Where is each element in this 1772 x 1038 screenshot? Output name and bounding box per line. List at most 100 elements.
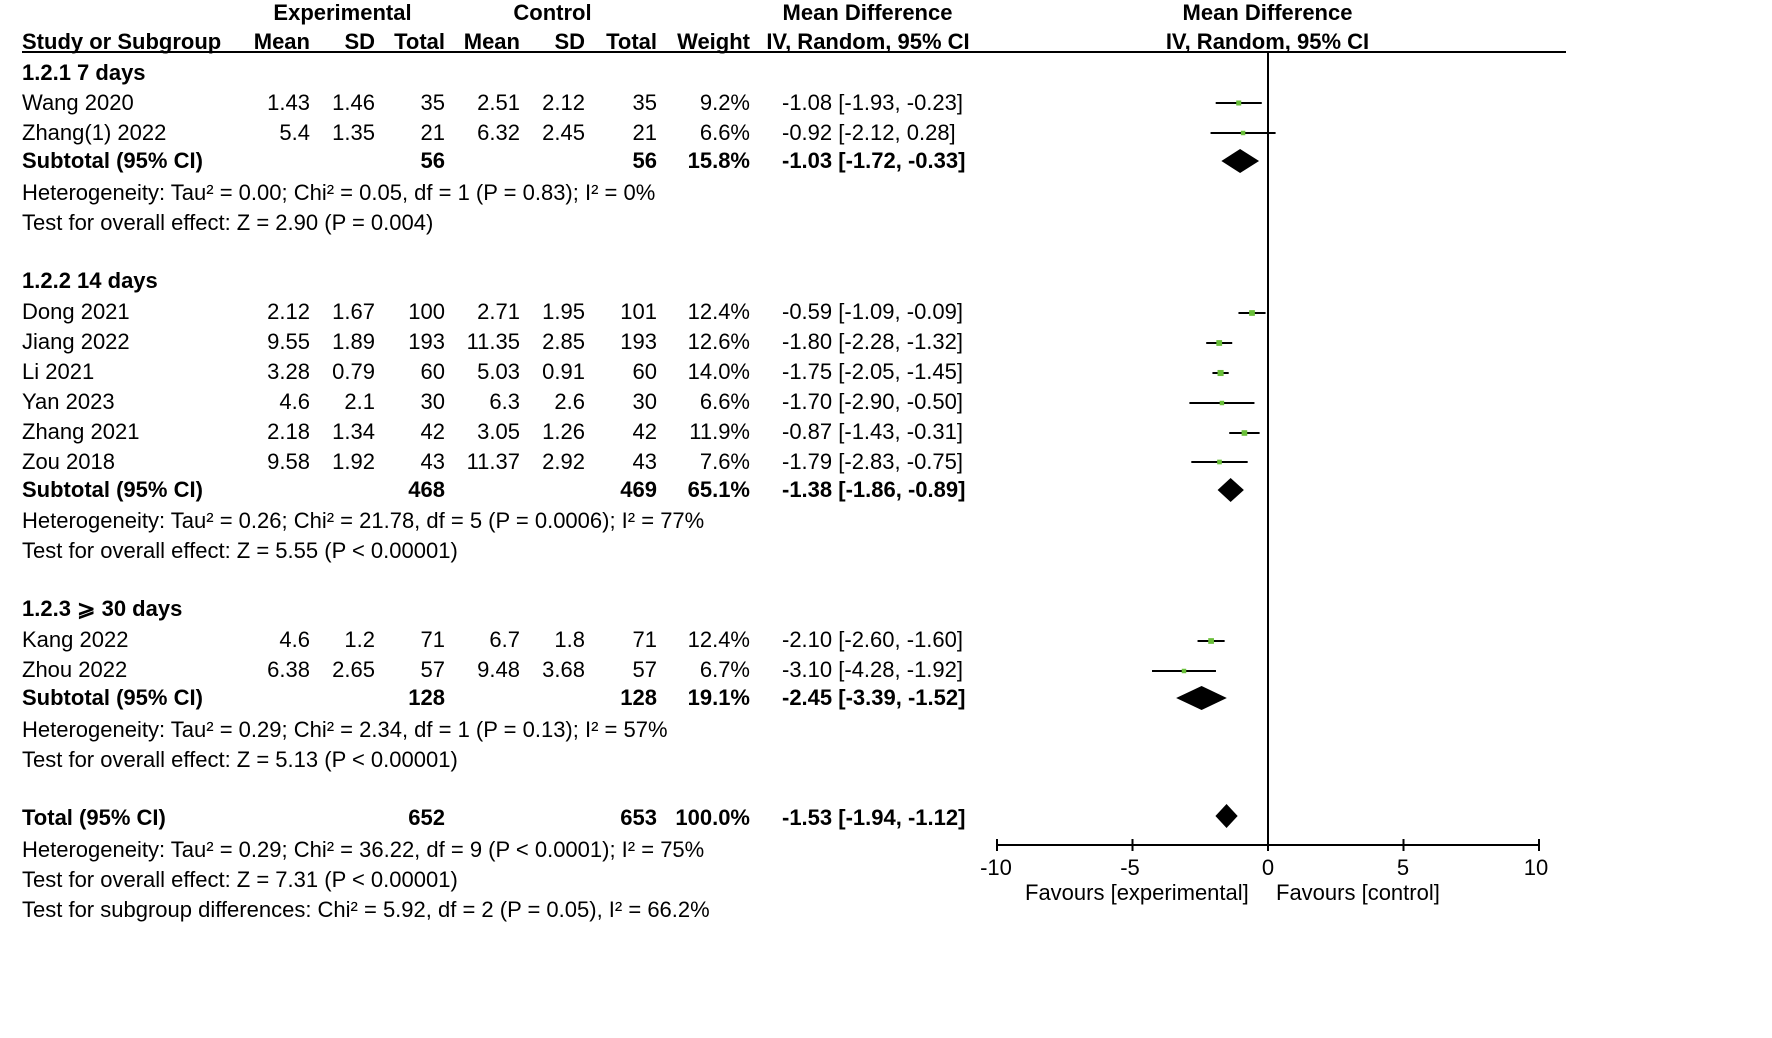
study-total-ctrl: 57 bbox=[632, 657, 657, 682]
study-total-exp: 193 bbox=[408, 329, 445, 354]
study-weight: 11.9% bbox=[689, 419, 750, 444]
x-tick-label: -10 bbox=[980, 855, 1012, 880]
study-mean-exp: 5.4 bbox=[279, 120, 310, 145]
study-mean-exp: 4.6 bbox=[279, 389, 310, 414]
study-name: Dong 2021 bbox=[22, 299, 130, 324]
study-sd-ctrl: 1.26 bbox=[542, 419, 585, 444]
heterogeneity-text: Heterogeneity: Tau² = 0.26; Chi² = 21.78… bbox=[22, 508, 705, 533]
subtotal-weight: 65.1% bbox=[687, 477, 750, 502]
study-mean-ctrl: 2.71 bbox=[477, 299, 520, 324]
study-sd-exp: 1.34 bbox=[332, 419, 375, 444]
study-mean-exp: 1.43 bbox=[267, 90, 310, 115]
study-sd-ctrl: 1.8 bbox=[554, 627, 585, 652]
study-point-estimate bbox=[1181, 668, 1187, 674]
x-tick-label: 5 bbox=[1396, 855, 1410, 880]
study-sd-ctrl: 2.85 bbox=[542, 329, 585, 354]
study-point-estimate bbox=[1216, 340, 1223, 346]
total-overall-effect-text: Test for overall effect: Z = 7.31 (P < 0… bbox=[22, 867, 458, 892]
overall-effect-text: Test for overall effect: Z = 2.90 (P = 0… bbox=[22, 210, 434, 235]
x-tick-label: 0 bbox=[1261, 855, 1275, 880]
study-total-exp: 100 bbox=[408, 299, 445, 324]
col-total-exp-header: Total bbox=[394, 29, 445, 54]
study-weight: 14.0% bbox=[687, 359, 750, 384]
subtotal-ci: -2.45 [-3.39, -1.52] bbox=[782, 685, 966, 710]
study-ci: -3.10 [-4.28, -1.92] bbox=[782, 657, 963, 682]
overall-effect-text: Test for overall effect: Z = 5.55 (P < 0… bbox=[22, 538, 458, 563]
study-weight: 6.6% bbox=[699, 120, 750, 145]
study-total-exp: 21 bbox=[420, 120, 445, 145]
study-weight: 12.4% bbox=[687, 299, 750, 324]
study-sd-ctrl: 2.12 bbox=[542, 90, 585, 115]
col-ci-left-header: IV, Random, 95% CI bbox=[766, 29, 970, 54]
study-mean-exp: 4.6 bbox=[279, 627, 310, 652]
col-weight-header: Weight bbox=[677, 29, 750, 54]
subtotal-total-ctrl: 56 bbox=[632, 148, 657, 173]
study-sd-exp: 0.79 bbox=[332, 359, 375, 384]
subtotal-total-exp: 468 bbox=[408, 477, 445, 502]
study-sd-exp: 1.46 bbox=[332, 90, 375, 115]
subtotal-total-exp: 56 bbox=[420, 148, 445, 173]
total-n-ctrl: 653 bbox=[620, 805, 657, 830]
subtotal-ci: -1.03 [-1.72, -0.33] bbox=[782, 148, 966, 173]
study-name: Zhang 2021 bbox=[22, 419, 140, 444]
study-weight: 12.6% bbox=[687, 329, 750, 354]
study-mean-exp: 3.28 bbox=[267, 359, 310, 384]
study-total-exp: 43 bbox=[420, 449, 445, 474]
study-name: Wang 2020 bbox=[22, 90, 134, 115]
subtotal-label: Subtotal (95% CI) bbox=[22, 685, 203, 710]
total-weight: 100.0% bbox=[675, 805, 750, 830]
study-total-ctrl: 42 bbox=[632, 419, 657, 444]
study-ci: -1.08 [-1.93, -0.23] bbox=[782, 90, 963, 115]
study-weight: 7.6% bbox=[699, 449, 750, 474]
pooled-estimate-diamond bbox=[1217, 478, 1244, 502]
study-total-exp: 35 bbox=[420, 90, 445, 115]
pooled-estimate-diamond bbox=[1221, 149, 1260, 173]
study-mean-ctrl: 5.03 bbox=[477, 359, 520, 384]
study-mean-ctrl: 11.37 bbox=[466, 449, 520, 474]
subtotal-label: Subtotal (95% CI) bbox=[22, 477, 203, 502]
subtotal-weight: 15.8% bbox=[687, 148, 750, 173]
study-name: Jiang 2022 bbox=[22, 329, 130, 354]
study-mean-exp: 9.55 bbox=[267, 329, 310, 354]
col-mean-ctrl-header: Mean bbox=[463, 29, 520, 54]
study-mean-ctrl: 6.3 bbox=[489, 389, 520, 414]
study-mean-ctrl: 9.48 bbox=[477, 657, 520, 682]
study-name: Kang 2022 bbox=[22, 627, 129, 652]
study-mean-exp: 2.18 bbox=[267, 419, 310, 444]
study-sd-ctrl: 2.45 bbox=[542, 120, 585, 145]
study-point-estimate bbox=[1240, 130, 1246, 136]
subtotal-label: Subtotal (95% CI) bbox=[22, 148, 203, 173]
study-point-estimate bbox=[1217, 369, 1224, 377]
study-total-ctrl: 60 bbox=[632, 359, 657, 384]
group-title-30-days: 1.2.3 ⩾ 30 days bbox=[22, 596, 183, 621]
study-ci: -0.59 [-1.09, -0.09] bbox=[782, 299, 963, 324]
study-sd-ctrl: 2.92 bbox=[542, 449, 585, 474]
study-name: Yan 2023 bbox=[22, 389, 115, 414]
group-title-14-days: 1.2.2 14 days bbox=[22, 268, 158, 293]
mean-difference-right-header: Mean Difference bbox=[1182, 0, 1353, 25]
study-sd-exp: 1.35 bbox=[332, 120, 375, 145]
subtotal-ci: -1.38 [-1.86, -0.89] bbox=[782, 477, 966, 502]
mean-difference-left-header: Mean Difference bbox=[782, 0, 953, 25]
study-ci: -1.70 [-2.90, -0.50] bbox=[782, 389, 963, 414]
x-tick-label: 10 bbox=[1523, 855, 1549, 880]
study-weight: 9.2% bbox=[699, 90, 750, 115]
study-mean-exp: 2.12 bbox=[267, 299, 310, 324]
total-ci: -1.53 [-1.94, -1.12] bbox=[782, 805, 966, 830]
group-title-7-days: 1.2.1 7 days bbox=[22, 60, 146, 85]
study-sd-exp: 2.65 bbox=[332, 657, 375, 682]
subtotal-total-ctrl: 128 bbox=[620, 685, 657, 710]
study-weight: 6.7% bbox=[699, 657, 750, 682]
study-sd-exp: 1.92 bbox=[332, 449, 375, 474]
study-total-ctrl: 30 bbox=[632, 389, 657, 414]
subtotal-weight: 19.1% bbox=[687, 685, 750, 710]
study-total-exp: 42 bbox=[420, 419, 445, 444]
study-name: Zou 2018 bbox=[22, 449, 115, 474]
study-point-estimate bbox=[1208, 638, 1214, 644]
study-mean-exp: 6.38 bbox=[267, 657, 310, 682]
study-total-exp: 57 bbox=[420, 657, 445, 682]
study-sd-ctrl: 3.68 bbox=[542, 657, 585, 682]
col-total-ctrl-header: Total bbox=[606, 29, 657, 54]
study-point-estimate bbox=[1219, 400, 1225, 406]
study-point-estimate bbox=[1217, 459, 1222, 465]
